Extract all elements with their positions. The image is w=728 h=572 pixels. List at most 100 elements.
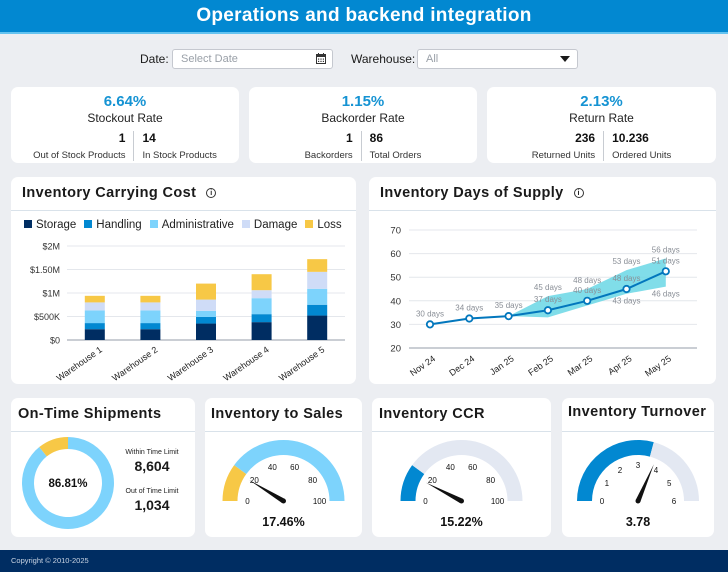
kpi-label: Stockout Rate	[87, 111, 163, 125]
kpi-card-stockout: 6.64% Stockout Rate 1 Out of Stock Produc…	[11, 87, 239, 163]
data-label: 30 days	[416, 309, 444, 318]
kpi-left-caption: Out of Stock Products	[33, 150, 126, 161]
bar-segment-damage	[251, 290, 272, 299]
calendar-icon[interactable]	[316, 53, 326, 67]
bar-segment-storage	[140, 329, 161, 340]
gauge-needle-hub	[635, 498, 641, 504]
kpi-left-caption: Returned Units	[531, 150, 596, 161]
x-tick-label: May 25	[643, 353, 673, 378]
gauge-tick-label: 5	[667, 479, 672, 488]
gauge-tick-label: 4	[654, 466, 659, 475]
legend-item-damage[interactable]: Damage	[241, 219, 297, 231]
legend-item-loss[interactable]: Loss	[305, 219, 342, 231]
warehouse-select[interactable]: All	[417, 49, 578, 69]
data-label: 34 days	[455, 304, 483, 313]
data-label: 48 days	[612, 274, 640, 283]
legend-item-handling[interactable]: Handling	[84, 219, 142, 231]
gauge-band	[222, 465, 247, 501]
bar-segment-loss	[251, 274, 272, 291]
title-bar: Operations and backend integration	[0, 0, 728, 34]
bar-segment-storage	[251, 322, 272, 340]
gauge-tick-label: 0	[245, 497, 250, 506]
bar-segment-storage	[196, 323, 216, 340]
bar-segment-handling	[196, 316, 216, 324]
days-supply-chart: 20 30 40 50 60 70 30 days 34 days 35 days 37 days…	[390, 226, 697, 379]
within-value: 8,604	[134, 458, 170, 474]
carrying-cost-title: Inventory Carrying Cost i	[22, 185, 217, 201]
inventory-turnover-gauge: 012 3 456 3.78	[577, 440, 699, 529]
date-input[interactable]: Select Date	[172, 49, 333, 69]
legend-item-storage[interactable]: Storage	[24, 219, 76, 231]
inventory-ccr-gauge: 0 20 40 60 80 100 15.22%	[400, 440, 523, 529]
kpi-right-number: 10.236	[612, 131, 649, 145]
y-tick-label: $1.50M	[30, 265, 60, 275]
gauge-band	[577, 440, 654, 501]
chart-legend: Storage Handling Administrative Damage L…	[24, 219, 342, 231]
info-icon[interactable]: i	[206, 188, 217, 198]
kpi-right-number: 14	[142, 131, 156, 145]
kpi-left-number: 236	[575, 131, 596, 145]
kpi-value: 1.15%	[341, 93, 385, 110]
y-tick-label: 70	[390, 226, 401, 237]
confidence-band	[508, 258, 666, 318]
kpi-value: 2.13%	[580, 93, 623, 110]
carrying-cost-card: Inventory Carrying Cost i Storage Handlin…	[11, 177, 356, 384]
gauge-band	[412, 440, 523, 501]
y-tick-label: 30	[390, 320, 401, 331]
x-tick-label: Feb 25	[526, 353, 555, 377]
gauge-tick-label: 0	[600, 497, 605, 506]
shipments-card: On-Time Shipments 86.81% Within Time Lim…	[11, 398, 195, 537]
bar-segment-damage	[84, 302, 105, 311]
x-tick-label: Warehouse 3	[166, 344, 215, 383]
x-tick-label: Apr 25	[606, 353, 633, 376]
caret-down-icon[interactable]	[560, 56, 570, 62]
shipments-title: On-Time Shipments	[18, 406, 162, 422]
gauge-title: Inventory to Sales	[211, 406, 344, 422]
lower-label: 46 days	[652, 290, 680, 299]
kpi-value: 6.64%	[103, 93, 147, 110]
kpi-card-return: 2.13% Return Rate 236 Returned Units 10.2…	[487, 87, 716, 163]
bar-segment-damage	[140, 302, 161, 311]
data-point	[583, 296, 592, 305]
bar-segment-administrative	[251, 298, 272, 315]
gauge-tick-label: 20	[428, 476, 437, 485]
gauge-title: Inventory Turnover	[568, 404, 707, 420]
bar-segment-loss	[140, 295, 161, 303]
x-tick-label: Warehouse 1	[55, 344, 104, 383]
kpi-label: Return Rate	[569, 111, 634, 125]
data-point	[465, 314, 474, 323]
bar-segment-loss	[84, 295, 105, 303]
y-tick-label: $2M	[42, 242, 60, 252]
gauge-value-label: 15.22%	[440, 515, 482, 529]
y-tick-label: 40	[390, 296, 401, 307]
gauge-needle	[635, 464, 654, 502]
gauge-tick-label: 60	[290, 463, 299, 472]
gauge-needle	[249, 480, 285, 504]
inventory-to-sales-gauge: 0 20 40 60 80 100 17.46%	[222, 440, 345, 529]
gauge-tick-label: 40	[446, 463, 455, 472]
x-tick-label: Nov 24	[408, 353, 437, 378]
date-placeholder: Select Date	[181, 53, 238, 65]
page-title: Operations and backend integration	[196, 5, 532, 26]
data-point	[622, 284, 631, 294]
bar-segment-administrative	[196, 310, 216, 317]
y-tick-label: $1M	[42, 289, 60, 299]
info-icon[interactable]: i	[573, 188, 584, 198]
gauge-tick-label: 80	[486, 476, 495, 485]
out-value: 1,034	[134, 497, 170, 513]
data-point	[425, 320, 435, 329]
warehouse-value: All	[426, 53, 439, 65]
gauge-needle-hub	[281, 498, 286, 504]
bar-segment-administrative	[84, 310, 105, 324]
kpi-left-caption: Backorders	[304, 150, 353, 161]
bar-segment-damage	[307, 271, 328, 289]
gauge-tick-label: 3	[636, 461, 641, 470]
legend-item-administrative[interactable]: Administrative	[149, 219, 234, 231]
gauge-band	[649, 442, 699, 501]
gauge-value-label: 3.78	[626, 515, 650, 529]
lower-label: 43 days	[612, 297, 640, 306]
y-tick-label: 60	[390, 249, 401, 260]
donut-slice-out	[39, 437, 68, 457]
warehouse-label: Warehouse:	[351, 52, 416, 66]
gauge-tick-label: 80	[308, 476, 317, 485]
